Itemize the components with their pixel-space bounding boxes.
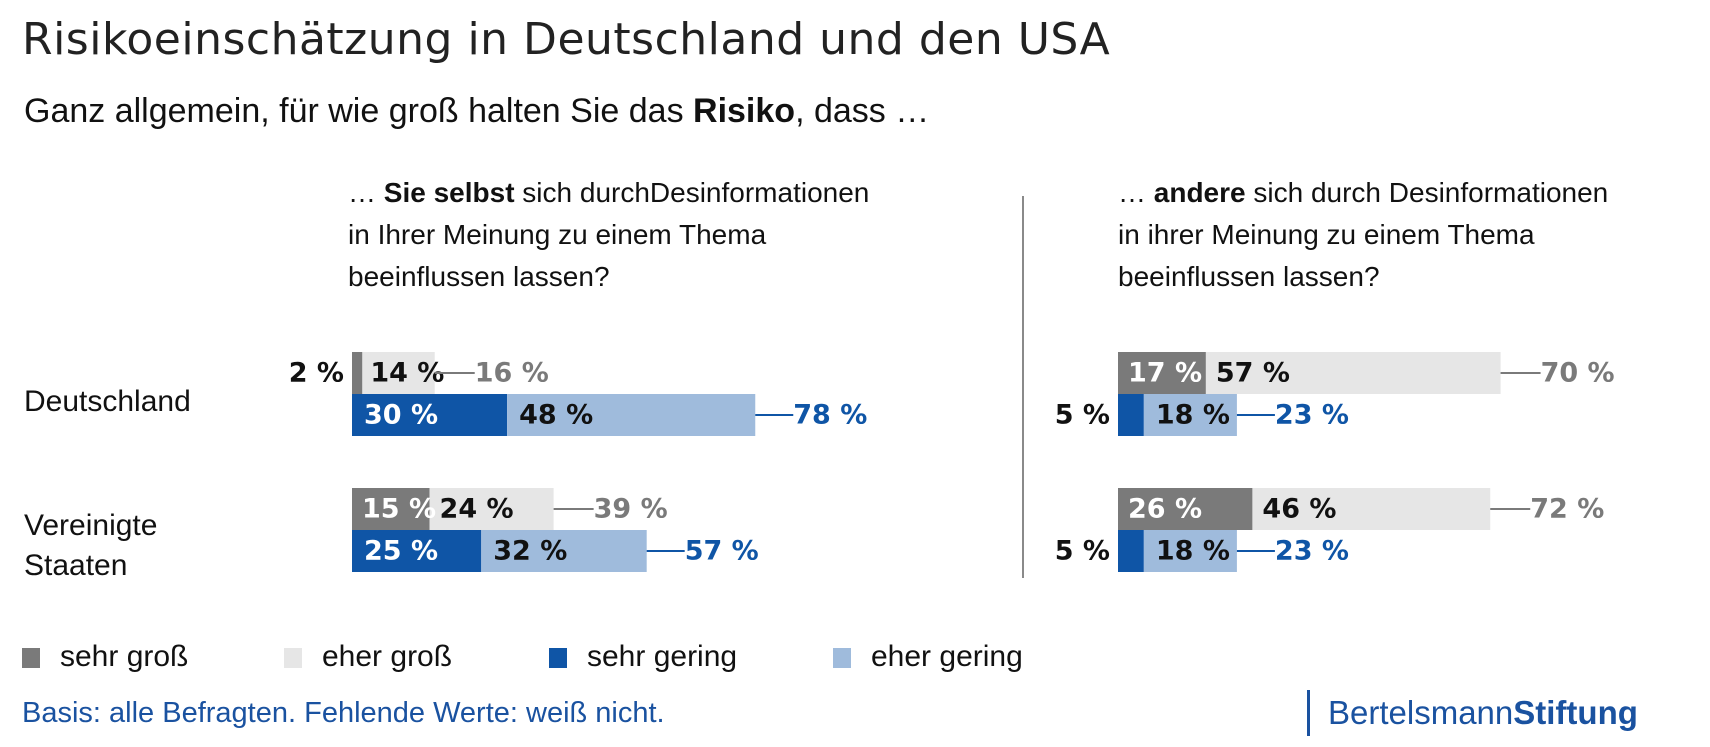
bar-sehr-gering — [352, 394, 508, 436]
label-eher-gering: 48 % — [519, 400, 593, 431]
label-eher-gross: 57 % — [1216, 358, 1290, 389]
subtitle-bold: Risiko — [693, 92, 796, 130]
row-label-line: Vereinigte — [24, 509, 158, 542]
row-label-usa: Vereinigte Staaten — [24, 506, 157, 586]
legend-swatch — [549, 648, 567, 668]
bar-eher-gross — [362, 352, 435, 394]
brand-bold: Stiftung — [1513, 694, 1638, 731]
label-sehr-gross: 26 % — [1128, 494, 1202, 525]
bar-sehr-gering — [352, 530, 482, 572]
chart-subtitle: Ganz allgemein, für wie groß halten Sie … — [24, 92, 929, 131]
legend-label: sehr groß — [60, 640, 189, 673]
label-sehr-gering: 25 % — [364, 536, 438, 567]
bar-eher-gering — [1143, 530, 1237, 572]
panel-divider — [1022, 196, 1024, 578]
bar-sehr-gering — [1118, 530, 1144, 572]
legend-label: sehr gering — [587, 640, 738, 673]
heading-bold: andere — [1153, 177, 1246, 208]
subtitle-pre: Ganz allgemein, für wie groß halten Sie … — [24, 92, 694, 130]
brand-regular: Bertelsmann — [1328, 694, 1514, 731]
heading-text: … — [1118, 177, 1154, 208]
label-eher-gering: 32 % — [493, 536, 567, 567]
bar-sehr-gross — [1118, 352, 1206, 394]
bar-sehr-gross — [352, 488, 430, 530]
bar-eher-gering — [507, 394, 756, 436]
panel-heading-line: in ihrer Meinung zu einem Thema — [1118, 219, 1535, 250]
label-sehr-gross: 17 % — [1128, 358, 1202, 389]
legend-item-eher-gering: eher gering — [833, 640, 1023, 674]
row-label-deutschland: Deutschland — [24, 382, 191, 422]
label-total-gross: 72 % — [1530, 494, 1604, 525]
heading-text: … — [348, 177, 384, 208]
label-total-gering: 23 % — [1275, 536, 1349, 567]
label-sehr-gering: 5 % — [1055, 400, 1110, 431]
panel-heading-line: beeinflussen lassen? — [348, 261, 610, 292]
label-sehr-gering: 30 % — [364, 400, 438, 431]
bar-eher-gering — [481, 530, 647, 572]
label-total-gross: 16 % — [475, 358, 549, 389]
heading-text: sich durchDesinformationen — [514, 177, 870, 208]
bar-eher-gross — [429, 488, 554, 530]
bar-eher-gering — [1143, 394, 1237, 436]
label-total-gering: 23 % — [1275, 400, 1349, 431]
row-label-line: Staaten — [24, 549, 128, 582]
label-sehr-gross: 15 % — [362, 494, 436, 525]
panel-heading-line: … Sie selbst sich durchDesinformationen — [348, 172, 869, 214]
legend-label: eher groß — [322, 640, 453, 673]
label-eher-gering: 18 % — [1156, 400, 1230, 431]
chart-title: Risikoeinschätzung in Deutschland und de… — [22, 14, 1111, 65]
label-eher-gering: 18 % — [1156, 536, 1230, 567]
label-total-gering: 78 % — [793, 400, 867, 431]
panel-heading-line: … andere sich durch Desinformationen — [1118, 172, 1608, 214]
legend-swatch — [284, 648, 302, 668]
heading-text: sich durch Desinformationen — [1245, 177, 1609, 208]
heading-bold: Sie selbst — [383, 177, 515, 208]
label-eher-gross: 24 % — [440, 494, 514, 525]
panel-heading-self: … Sie selbst sich durchDesinformationen … — [348, 172, 869, 298]
legend-swatch — [22, 648, 40, 668]
label-total-gering: 57 % — [685, 536, 759, 567]
label-total-gross: 70 % — [1541, 358, 1615, 389]
bar-eher-gross — [1252, 488, 1491, 530]
panel-heading-others: … andere sich durch Desinformationen in … — [1118, 172, 1608, 298]
bar-sehr-gross — [352, 352, 363, 394]
subtitle-post: , dass … — [795, 92, 930, 130]
legend-label: eher gering — [871, 640, 1023, 673]
footnote: Basis: alle Befragten. Fehlende Werte: w… — [22, 697, 665, 729]
legend-item-sehr-gering: sehr gering — [549, 640, 737, 674]
legend-item-eher-gross: eher groß — [284, 640, 452, 674]
brand-logo: BertelsmannStiftung — [1307, 690, 1638, 736]
label-total-gross: 39 % — [594, 494, 668, 525]
legend-item-sehr-gross: sehr groß — [22, 640, 188, 674]
panel-heading-line: beeinflussen lassen? — [1118, 261, 1380, 292]
bar-eher-gross — [1205, 352, 1501, 394]
panel-heading-line: in Ihrer Meinung zu einem Thema — [348, 219, 767, 250]
label-sehr-gering: 5 % — [1055, 536, 1110, 567]
bar-sehr-gross — [1118, 488, 1253, 530]
legend-swatch — [833, 648, 851, 668]
label-sehr-gross: 2 % — [289, 358, 344, 389]
label-eher-gross: 14 % — [370, 358, 444, 389]
row-label-line: Deutschland — [24, 385, 191, 418]
bar-sehr-gering — [1118, 394, 1144, 436]
label-eher-gross: 46 % — [1262, 494, 1336, 525]
